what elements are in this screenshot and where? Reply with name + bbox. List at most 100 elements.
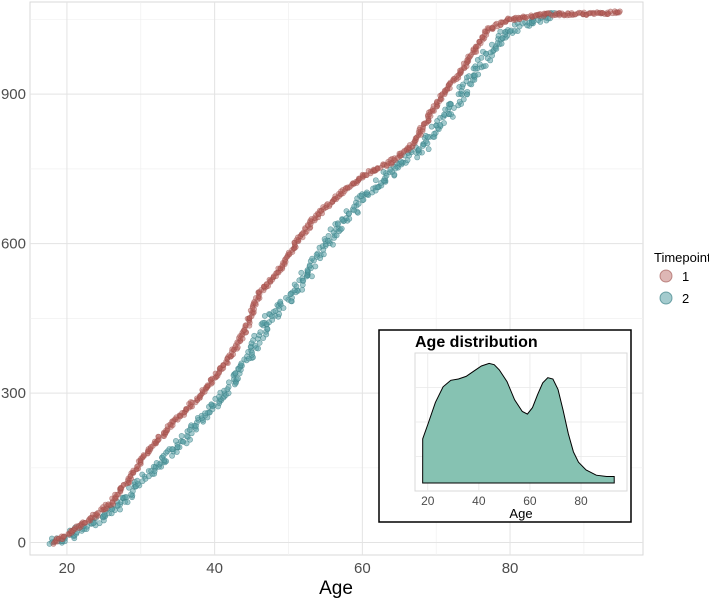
data-point-series-2 (338, 225, 345, 232)
data-point-series-2 (383, 172, 390, 179)
data-point-series-2 (358, 193, 365, 199)
data-point-series-2 (151, 468, 158, 474)
data-point-series-2 (114, 502, 121, 509)
data-point-series-2 (208, 401, 215, 408)
data-point-series-2 (478, 54, 485, 61)
data-point-series-2 (487, 57, 494, 64)
data-point-series-2 (293, 283, 300, 290)
data-point-series-2 (288, 298, 294, 305)
data-point-series-2 (511, 27, 518, 34)
data-point-series-2 (424, 134, 431, 140)
data-point-series-2 (425, 146, 432, 153)
legend-label-2: 2 (682, 291, 689, 306)
data-point-series-2 (414, 154, 421, 161)
data-point-series-2 (458, 88, 465, 94)
data-point-series-2 (183, 433, 190, 440)
x-tick-label: 60 (354, 560, 371, 577)
data-point-series-2 (300, 277, 307, 284)
data-point-series-2 (363, 189, 370, 196)
data-point-series-2 (313, 251, 320, 258)
x-axis-ticks: 20 40 60 80 (59, 560, 519, 577)
data-point-series-2 (392, 165, 399, 172)
y-tick-label: 900 (1, 86, 26, 103)
data-point-series-1 (263, 281, 270, 288)
data-point-series-2 (283, 294, 289, 301)
data-point-series-2 (180, 438, 187, 445)
data-point-series-2 (263, 331, 270, 338)
inset-x-tick-label: 40 (472, 494, 486, 508)
inset-x-tick-label: 20 (421, 494, 435, 508)
data-point-series-2 (416, 146, 422, 153)
y-tick-label: 600 (1, 236, 26, 253)
x-tick-label: 20 (59, 560, 76, 577)
legend-key-1 (659, 269, 673, 283)
data-point-series-2 (355, 200, 362, 207)
data-point-series-2 (335, 221, 341, 228)
data-point-series-1 (189, 399, 196, 406)
data-point-series-2 (499, 35, 506, 41)
legend-title: Timepoint (654, 250, 709, 265)
data-point-series-2 (317, 255, 324, 262)
data-point-series-2 (134, 477, 141, 484)
inset-title: Age distribution (415, 334, 538, 351)
x-axis-title: Age (319, 578, 353, 598)
data-point-series-2 (372, 177, 379, 184)
data-point-series-2 (441, 111, 448, 118)
data-point-series-2 (257, 329, 264, 336)
data-point-series-2 (431, 130, 438, 137)
data-point-series-2 (460, 96, 467, 103)
data-point-series-2 (380, 169, 387, 175)
data-point-series-2 (251, 332, 258, 339)
data-point-series-2 (101, 511, 108, 518)
data-point-series-2 (264, 326, 271, 333)
legend-label-1: 1 (682, 269, 689, 284)
inset-x-ticks: 20 40 60 80 (421, 494, 588, 508)
data-point-series-1 (61, 533, 67, 540)
data-point-series-2 (224, 386, 231, 393)
data-point-series-2 (161, 457, 168, 464)
data-point-series-2 (193, 423, 199, 429)
data-point-series-2 (447, 101, 454, 108)
data-point-series-2 (299, 286, 306, 293)
data-point-series-1 (617, 8, 623, 15)
data-point-series-2 (325, 233, 332, 239)
data-point-series-2 (123, 494, 130, 500)
x-tick-label: 80 (502, 560, 519, 577)
main-plot-panel (29, 1, 644, 556)
data-point-series-2 (96, 520, 103, 527)
inset-x-axis-title: Age (509, 506, 532, 521)
inset-x-tick-label: 80 (574, 494, 588, 508)
data-point-series-2 (272, 307, 279, 314)
data-point-series-2 (153, 460, 160, 466)
data-point-series-2 (327, 226, 334, 233)
data-point-series-2 (324, 237, 331, 244)
data-point-series-2 (277, 298, 284, 305)
data-point-series-2 (493, 45, 500, 52)
data-point-series-2 (249, 349, 255, 356)
data-point-series-2 (235, 375, 241, 382)
data-point-series-2 (226, 379, 232, 386)
data-point-series-1 (324, 201, 331, 207)
data-point-series-2 (139, 471, 146, 478)
data-point-series-1 (155, 433, 162, 440)
data-point-series-1 (95, 509, 101, 516)
data-point-series-2 (174, 444, 181, 450)
data-point-series-2 (312, 263, 319, 270)
data-point-series-2 (448, 111, 454, 118)
data-point-series-2 (172, 438, 179, 444)
data-point-series-2 (309, 255, 316, 262)
legend-key-2 (659, 291, 673, 305)
data-point-series-2 (464, 91, 470, 98)
data-point-series-2 (287, 291, 294, 298)
inset-density-area (422, 362, 615, 484)
data-point-series-2 (238, 360, 245, 367)
x-tick-label: 40 (206, 560, 223, 577)
data-point-series-2 (169, 446, 176, 452)
y-axis-ticks: 0 300 600 900 (1, 86, 26, 551)
data-point-series-2 (351, 203, 358, 210)
legend: Timepoint 1 2 (654, 250, 709, 306)
data-point-series-2 (232, 370, 239, 376)
data-point-series-2 (471, 72, 478, 79)
data-point-series-2 (330, 241, 336, 248)
